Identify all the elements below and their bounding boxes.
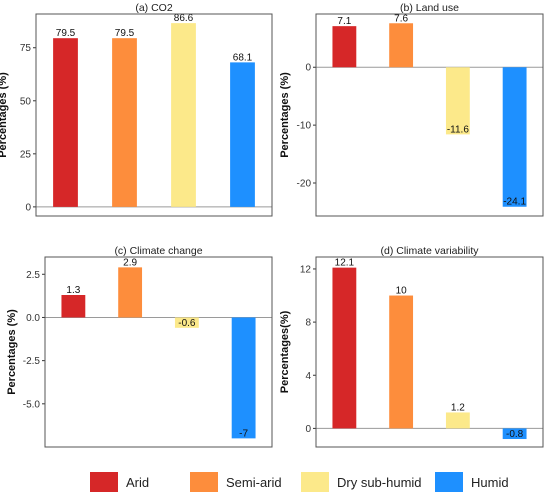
- y-axis-label: Percentages (%): [0, 72, 9, 158]
- chart-title: (d) Climate variability: [380, 245, 479, 257]
- data-label: 12.1: [335, 258, 355, 269]
- bar-humid: [502, 67, 527, 207]
- y-tick-label: -20: [297, 179, 312, 190]
- bar-arid: [61, 295, 86, 318]
- bar-dry-sub-humid: [445, 412, 470, 429]
- chart-title: (a) CO2: [135, 2, 173, 14]
- bar-semi-arid: [118, 267, 143, 318]
- data-label: -7: [239, 428, 248, 439]
- data-label: 68.1: [233, 52, 253, 63]
- legend-swatch: [301, 472, 329, 492]
- bar-semi-arid: [389, 295, 414, 429]
- bar-semi-arid: [389, 23, 414, 68]
- legend-label: Dry sub-humid: [337, 475, 422, 490]
- y-tick-label: -5.0: [23, 399, 41, 410]
- y-tick-label: 75: [20, 43, 32, 54]
- y-axis-label: Percentages (%): [279, 72, 291, 158]
- bar-semi-arid: [112, 38, 137, 207]
- bar-arid: [332, 267, 357, 429]
- legend-item-humid: Humid: [435, 472, 509, 492]
- data-label: -0.6: [178, 318, 196, 329]
- y-axis-label: Percentages(%): [279, 310, 291, 393]
- data-label: -0.8: [506, 429, 524, 440]
- chart-panel-1: (b) Land use Percentages (%) -20 -10 0 7.1 7.6…: [279, 2, 544, 217]
- y-tick-label: 25: [20, 149, 32, 160]
- y-tick-label: 12: [300, 264, 312, 275]
- chart-title: (c) Climate change: [114, 245, 202, 257]
- panel-border: [315, 256, 544, 448]
- bar-arid: [53, 38, 78, 207]
- panel-border: [44, 256, 273, 448]
- y-tick-label: 0.0: [26, 313, 40, 324]
- legend-item-arid: Arid: [90, 472, 149, 492]
- data-label: 1.2: [451, 402, 465, 413]
- y-tick-label: 0: [305, 63, 311, 74]
- panel-border: [35, 13, 273, 217]
- bar-dry-sub-humid: [445, 67, 470, 135]
- bar-humid: [502, 428, 527, 440]
- chart-title: (b) Land use: [400, 2, 459, 14]
- legend-swatch: [90, 472, 118, 492]
- y-tick-label: 0: [305, 424, 311, 435]
- y-tick-label: 50: [20, 96, 32, 107]
- legend-item-semi-arid: Semi-arid: [190, 472, 282, 492]
- data-label: -11.6: [447, 124, 469, 135]
- chart-panel-2: (c) Climate change Percentages (%) -5.0 -2.…: [6, 245, 273, 448]
- chart-panels: (a) CO2 Percentages (%) 0 25 50 75 79.5 79.5 86.…: [0, 2, 544, 448]
- chart-panel-3: (d) Climate variability Percentages(%) 0 4 8…: [279, 245, 544, 448]
- legend-label: Semi-arid: [226, 475, 282, 490]
- y-tick-label: 2.5: [26, 270, 40, 281]
- legend-swatch: [435, 472, 463, 492]
- data-label: 10: [396, 286, 408, 297]
- panel-border: [315, 13, 544, 217]
- data-label: 7.6: [394, 13, 408, 24]
- data-label: 2.9: [123, 257, 137, 268]
- bar-humid: [231, 317, 256, 439]
- y-tick-label: 4: [305, 371, 311, 382]
- legend-label: Humid: [471, 475, 509, 490]
- bar-arid: [332, 26, 357, 68]
- y-tick-label: 8: [305, 318, 311, 329]
- legend-swatch: [190, 472, 218, 492]
- bar-dry-sub-humid: [174, 317, 199, 328]
- y-axis-label: Percentages (%): [6, 309, 18, 395]
- y-tick-label: -2.5: [23, 356, 41, 367]
- chart-panel-0: (a) CO2 Percentages (%) 0 25 50 75 79.5 79.5 86.…: [0, 2, 273, 217]
- data-label: 1.3: [66, 285, 80, 296]
- data-label: 7.1: [337, 16, 351, 27]
- y-tick-label: 0: [25, 202, 31, 213]
- bar-humid: [230, 62, 255, 207]
- data-label: 79.5: [115, 28, 135, 39]
- data-label: 86.6: [174, 13, 194, 24]
- legend-item-dry-sub-humid: Dry sub-humid: [301, 472, 422, 492]
- legend-label: Arid: [126, 475, 149, 490]
- data-label: -24.1: [503, 197, 526, 208]
- legend: Arid Semi-arid Dry sub-humid Humid: [90, 472, 509, 492]
- y-tick-label: -10: [297, 121, 312, 132]
- data-label: 79.5: [56, 28, 76, 39]
- bar-dry-sub-humid: [171, 23, 196, 207]
